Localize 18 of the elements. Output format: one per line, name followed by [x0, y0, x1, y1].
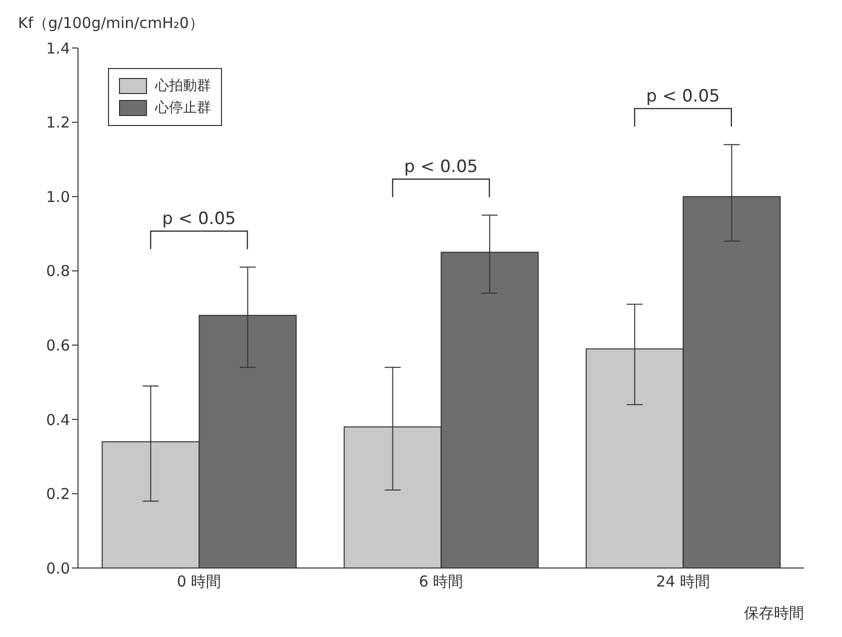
y-tick-label: 0.8 [46, 262, 70, 280]
x-tick-label: 6 時間 [418, 572, 464, 591]
y-tick-label: 0.4 [46, 410, 70, 429]
annotation: p < 0.05 [162, 209, 236, 230]
annotation: p < 0.05 [646, 86, 720, 107]
y-tick-label: 0.6 [46, 336, 70, 354]
y-tick-label: 1.4 [46, 39, 70, 58]
x-axis-title: 保存時間 [744, 604, 804, 622]
x-tick-label: 0 時間 [176, 572, 222, 591]
legend-label: 心停止群 [155, 99, 211, 118]
y-tick-label: 1.2 [46, 114, 70, 132]
legend-label: 心拍動群 [155, 77, 211, 96]
y-axis-title: Kf（g/100g/min/cmH₂0） [18, 14, 204, 33]
y-tick-label: 0.0 [46, 559, 70, 578]
annotation: p < 0.05 [404, 157, 478, 178]
y-tick-label: 1.0 [46, 188, 70, 206]
y-tick-label: 0.2 [46, 485, 70, 504]
x-tick-label: 24 時間 [656, 572, 710, 591]
